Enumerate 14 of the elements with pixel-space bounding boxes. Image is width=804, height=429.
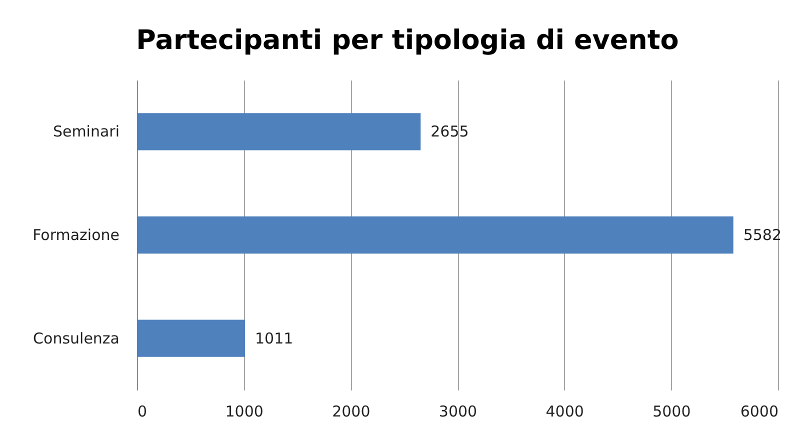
y-tick-label: Consulenza bbox=[33, 329, 120, 348]
x-tick-label: 1000 bbox=[225, 402, 264, 420]
x-tick-label: 6000 bbox=[740, 402, 778, 420]
chart-title: Partecipanti per tipologia di evento bbox=[136, 25, 679, 56]
x-tick-label: 0 bbox=[138, 402, 148, 420]
y-tick-label: Seminari bbox=[52, 122, 120, 141]
data-label: 2655 bbox=[430, 122, 469, 141]
data-label: 5582 bbox=[743, 226, 782, 244]
data-label: 1011 bbox=[255, 329, 294, 348]
x-tick-label: 4000 bbox=[546, 402, 584, 420]
y-tick-label: Formazione bbox=[32, 226, 120, 244]
x-tick-label: 5000 bbox=[652, 402, 691, 420]
x-tick-label: 2000 bbox=[332, 402, 370, 420]
x-tick-label: 3000 bbox=[438, 402, 478, 420]
